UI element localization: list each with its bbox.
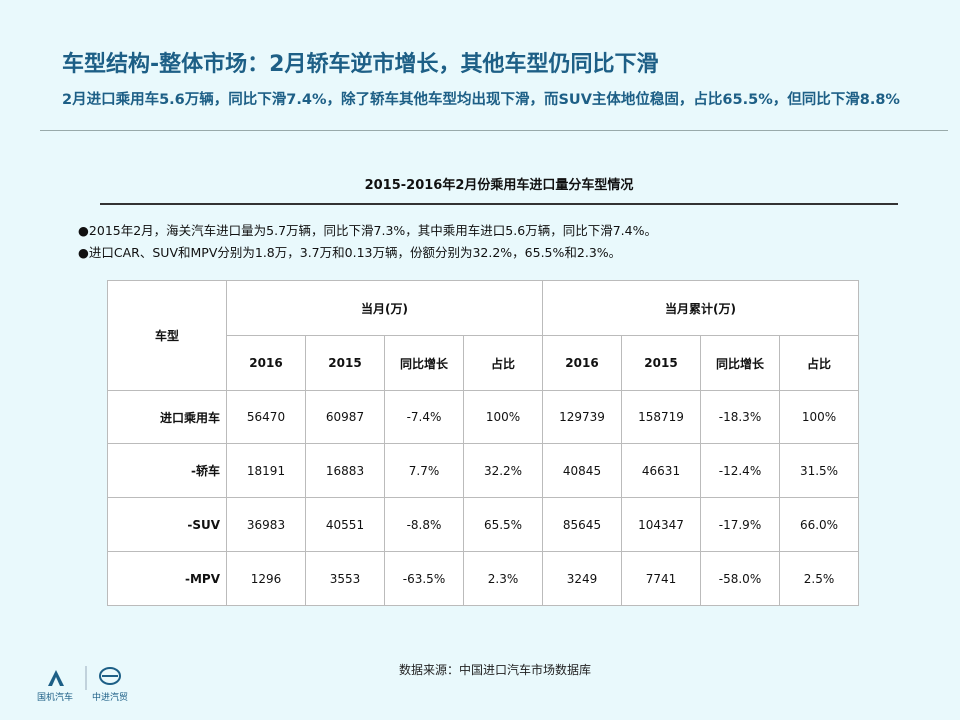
table-cell: 当月累计(万) [542,280,859,336]
table-cell: 129739 [542,390,622,444]
table-cell: 40845 [542,443,622,498]
source-note: 数据来源：中国进口汽车市场数据库 [398,663,591,677]
logo-icons [48,666,121,690]
table-cell: 32.2% [463,443,543,498]
table-cell: 40551 [305,497,385,552]
bullet: ●2015年2月，海关汽车进口量为5.7万辆，同比下滑7.3%，其中乘用车进口5… [78,223,657,238]
table-cell: 18191 [226,443,306,498]
table-row: 车型 当月(万) 当月累计(万) [107,280,859,391]
table-cell: 2.5% [779,551,859,606]
table-row: -SUV 36983 40551 -8.8% 65.5% 85645 104347 -17.9… [107,497,859,552]
table-row: 2016 2015 同比增长 占比 2016 2015 同比增长 占比 [108,335,859,391]
table-cell: -轿车 [107,443,227,498]
table-cell: 60987 [305,390,385,444]
logo-text: 中进汽贸 [92,693,129,703]
table-cell: 车型 [107,280,227,391]
table-cell: 56470 [226,390,306,444]
title: 车型结构-整体市场：2月轿车逆市增长，其他车型仍同比下滑 [62,52,659,77]
table-cell: 65.5% [463,497,543,552]
table-cell: 2016 [542,335,622,391]
table-cell: 3553 [305,551,385,606]
table-cell: 104347 [621,497,701,552]
table-cell: 7741 [621,551,701,606]
table-row: -MPV 1296 3553 -63.5% 2.3% 3249 7741 -58.0% 2.5% [107,551,859,606]
table-cell: 16883 [305,443,385,498]
data-table: 车型 当月(万) 当月累计(万) 2016 2015 同比增长 占比 2016 2015 同比增长… [107,280,859,606]
table-cell: 2015 [305,335,385,391]
table-cell: 进口乘用车 [107,390,227,444]
table-cell: 占比 [463,335,543,391]
table-cell: 同比增长 [700,335,780,391]
table-cell: 36983 [226,497,306,552]
table-cell: 7.7% [384,443,464,498]
table-cell: -17.9% [700,497,780,552]
table-cell: 当月(万) [226,280,543,336]
table-cell: 同比增长 [384,335,464,391]
table-cell: 100% [463,390,543,444]
divider [40,130,948,131]
table-cell: 2016 [226,335,306,391]
table-cell: -63.5% [384,551,464,606]
table-cell: 46631 [621,443,701,498]
table-cell: 31.5% [779,443,859,498]
table-cell: -18.3% [700,390,780,444]
subtitle: 2月进口乘用车5.6万辆，同比下滑7.4%，除了轿车其他车型均出现下滑，而SUV… [62,92,900,108]
section-title: 2015-2016年2月份乘用车进口量分车型情况 [364,178,634,193]
table-cell: 2.3% [463,551,543,606]
table-cell: -58.0% [700,551,780,606]
table-cell: -12.4% [700,443,780,498]
divider [100,203,898,205]
table-cell: 85645 [542,497,622,552]
table-cell: 占比 [779,335,859,391]
table-cell: -SUV [107,497,227,552]
bullet: ●进口CAR、SUV和MPV分别为1.8万，3.7万和0.13万辆，份额分别为3… [78,245,622,260]
table-row: 进口乘用车 56470 60987 -7.4% 100% 129739 158719 -18.… [107,390,859,444]
table-cell: 1296 [226,551,306,606]
table-cell: 66.0% [779,497,859,552]
table-cell: 158719 [621,390,701,444]
table-cell: -7.4% [384,390,464,444]
logo-text: 国机汽车 [37,693,74,703]
table-cell: 100% [779,390,859,444]
table-cell: 3249 [542,551,622,606]
table-cell: -8.8% [384,497,464,552]
table-row: -轿车 18191 16883 7.7% 32.2% 40845 46631 -12.4% 31… [107,443,859,498]
table-cell: 2015 [621,335,701,391]
table-cell: -MPV [107,551,227,606]
